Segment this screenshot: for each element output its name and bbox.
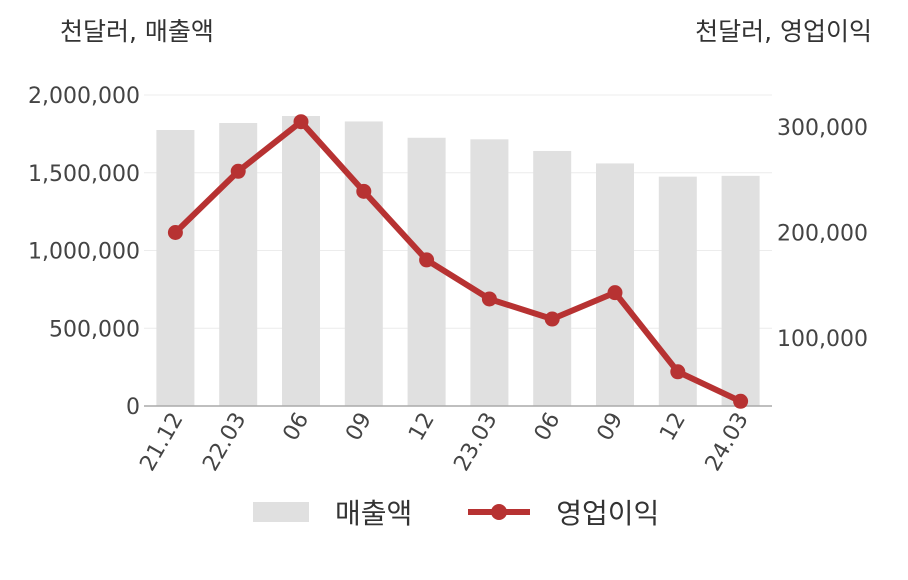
bar-revenue [470,139,509,406]
y-left-tick-label: 2,000,000 [28,84,140,109]
point-operating-profit [607,285,623,301]
point-operating-profit [419,252,435,268]
point-operating-profit [670,364,686,380]
y-left-tick-label: 0 [126,395,140,420]
point-operating-profit [544,311,560,327]
bar-revenue [533,150,572,406]
bar-revenue [156,129,195,407]
x-tick-label: 22.03 [198,409,251,476]
x-tick-label: 12 [655,409,691,446]
y-right-tick-label: 300,000 [777,116,868,141]
x-tick-label: 12 [404,409,440,446]
chart-legend: 매출액 영업이익 [253,492,659,532]
bar-revenue [282,115,320,407]
x-tick-label: 24.03 [701,409,754,476]
bar-revenue [344,121,383,406]
y-left-tick-label: 1,000,000 [28,240,140,265]
x-tick-label: 23.03 [449,409,502,476]
legend-swatch-revenue [253,502,309,522]
y-right-tick-label: 200,000 [777,222,868,247]
point-operating-profit [356,183,372,199]
point-operating-profit [733,393,749,409]
line-operating-profit [172,118,744,405]
x-tick-label: 09 [593,409,629,446]
left-axis-unit-label: 천달러, 매출액 [60,17,214,46]
x-tick-label: 09 [341,409,377,446]
legend-item-operating-profit: 영업이익 [468,492,659,532]
y-left-tick-label: 1,500,000 [28,162,140,187]
point-operating-profit [481,291,497,307]
point-operating-profit [167,225,183,240]
right-axis-unit-label: 천달러, 영업이익 [695,17,872,46]
point-operating-profit [293,114,309,130]
legend-label-operating-profit: 영업이익 [556,497,660,530]
bar-revenue [721,175,760,406]
y-right-tick-label: 100,000 [777,327,868,352]
legend-swatch-operating-profit [468,502,531,522]
x-tick-label: 21.12 [135,409,188,476]
y-left-tick-label: 500,000 [49,317,140,342]
x-tick-label: 06 [279,409,315,446]
bar-revenue [596,163,634,406]
legend-item-revenue: 매출액 [253,492,412,532]
x-tick-label: 06 [530,409,566,446]
bar-revenue [407,137,446,406]
point-operating-profit [230,163,246,179]
legend-label-revenue: 매출액 [335,497,413,530]
